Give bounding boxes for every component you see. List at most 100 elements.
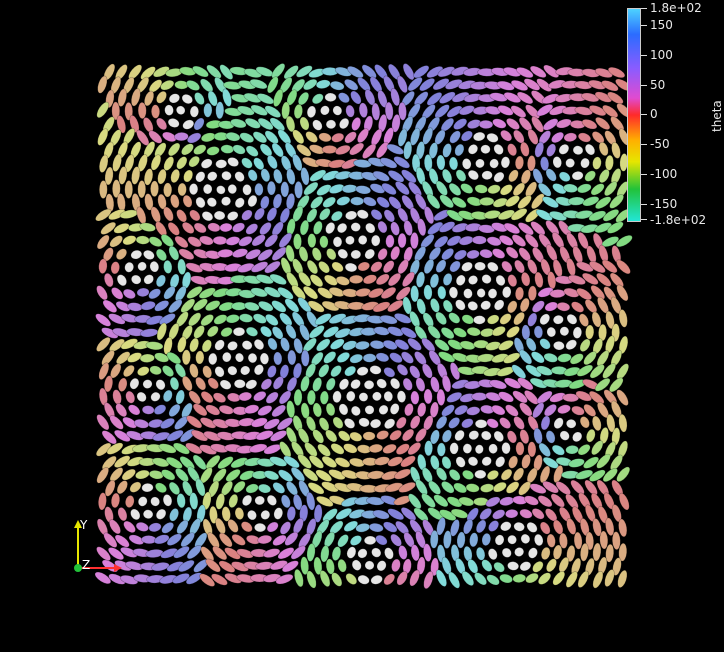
- ellipsoid: [115, 301, 131, 312]
- ellipsoid: [499, 573, 513, 584]
- ellipsoid: [279, 521, 292, 535]
- ellipsoid: [236, 548, 254, 559]
- ellipsoid: [194, 92, 205, 105]
- ellipsoid: [266, 180, 276, 196]
- ellipsoid: [293, 233, 302, 250]
- ellipsoid: [363, 535, 377, 545]
- ellipsoid: [456, 531, 466, 549]
- ellipsoid: [358, 392, 369, 402]
- ellipsoid: [219, 64, 234, 80]
- ellipsoid: [122, 416, 138, 429]
- colorbar-tick-label: -150: [650, 197, 678, 211]
- ellipsoid: [143, 168, 154, 186]
- ellipsoid: [508, 169, 519, 183]
- ellipsoid: [572, 431, 583, 443]
- ellipsoid: [369, 365, 382, 375]
- ellipsoid: [500, 156, 511, 169]
- ellipsoid: [325, 402, 336, 417]
- ellipsoid: [96, 101, 110, 119]
- ellipsoid: [525, 364, 542, 378]
- ellipsoid: [436, 467, 448, 481]
- ellipsoid: [368, 443, 383, 453]
- ellipsoid: [265, 391, 279, 404]
- ellipsoid: [389, 352, 403, 364]
- ellipsoid: [538, 442, 551, 457]
- ellipsoid: [505, 509, 519, 519]
- ellipsoid: [602, 104, 619, 118]
- ellipsoid: [302, 468, 319, 482]
- ellipsoid: [188, 390, 201, 405]
- ellipsoid: [219, 532, 233, 548]
- ellipsoid: [186, 545, 202, 560]
- ellipsoid: [357, 261, 370, 272]
- ellipsoid: [486, 574, 500, 586]
- ellipsoid: [310, 196, 324, 209]
- ellipsoid: [212, 418, 230, 429]
- ellipsoid: [195, 171, 206, 183]
- ellipsoid: [299, 323, 310, 341]
- ellipsoid: [551, 131, 564, 144]
- ellipsoid: [448, 417, 461, 429]
- ellipsoid: [103, 532, 118, 548]
- ellipsoid: [122, 288, 136, 299]
- ellipsoid: [458, 496, 475, 507]
- ellipsoid: [372, 170, 390, 182]
- ellipsoid: [378, 404, 389, 415]
- ellipsoid: [546, 143, 557, 157]
- ellipsoid: [553, 417, 564, 429]
- ellipsoid: [191, 429, 209, 442]
- ellipsoid: [592, 570, 604, 589]
- ellipsoid: [531, 193, 545, 210]
- ellipsoid: [276, 417, 293, 431]
- ellipsoid: [314, 313, 332, 326]
- ellipsoid: [390, 377, 401, 390]
- ellipsoid: [350, 249, 362, 260]
- ellipsoid: [343, 443, 358, 454]
- ellipsoid: [511, 234, 527, 247]
- ellipsoid: [479, 507, 492, 521]
- ellipsoid: [281, 560, 299, 573]
- ellipsoid: [238, 391, 252, 402]
- ellipsoid: [266, 207, 278, 222]
- ellipsoid: [535, 209, 553, 221]
- ellipsoid: [500, 129, 513, 142]
- ellipsoid: [558, 532, 568, 549]
- ellipsoid: [578, 313, 589, 327]
- ellipsoid: [577, 132, 591, 143]
- ellipsoid: [207, 377, 219, 390]
- ellipsoid: [552, 183, 567, 195]
- colorbar-tick: [641, 25, 647, 26]
- ellipsoid: [441, 429, 452, 443]
- ellipsoid: [139, 328, 159, 338]
- ellipsoid: [616, 235, 633, 248]
- ellipsoid: [582, 272, 599, 285]
- ellipsoid: [552, 544, 563, 560]
- ellipsoid: [580, 157, 590, 169]
- ellipsoid: [498, 340, 514, 351]
- ellipsoid: [487, 288, 498, 299]
- ellipsoid: [254, 522, 267, 533]
- ellipsoid: [193, 325, 205, 339]
- ellipsoid: [140, 300, 156, 311]
- ellipsoid: [591, 415, 602, 432]
- ellipsoid: [316, 184, 332, 196]
- ellipsoid: [480, 300, 492, 311]
- ellipsoid: [565, 158, 575, 168]
- ellipsoid: [163, 286, 176, 300]
- ellipsoid: [285, 244, 295, 263]
- ellipsoid: [384, 418, 396, 430]
- ellipsoid: [108, 573, 126, 585]
- ellipsoid: [588, 210, 607, 222]
- ellipsoid: [430, 376, 440, 393]
- ellipsoid: [531, 351, 545, 364]
- ellipsoid: [173, 545, 190, 559]
- ellipsoid: [316, 338, 331, 352]
- ellipsoid: [185, 262, 204, 273]
- ellipsoid: [362, 431, 376, 441]
- ellipsoid: [181, 349, 191, 366]
- ellipsoid: [240, 521, 253, 533]
- ellipsoid: [97, 75, 108, 94]
- ellipsoid: [383, 390, 394, 402]
- ellipsoid: [591, 131, 605, 144]
